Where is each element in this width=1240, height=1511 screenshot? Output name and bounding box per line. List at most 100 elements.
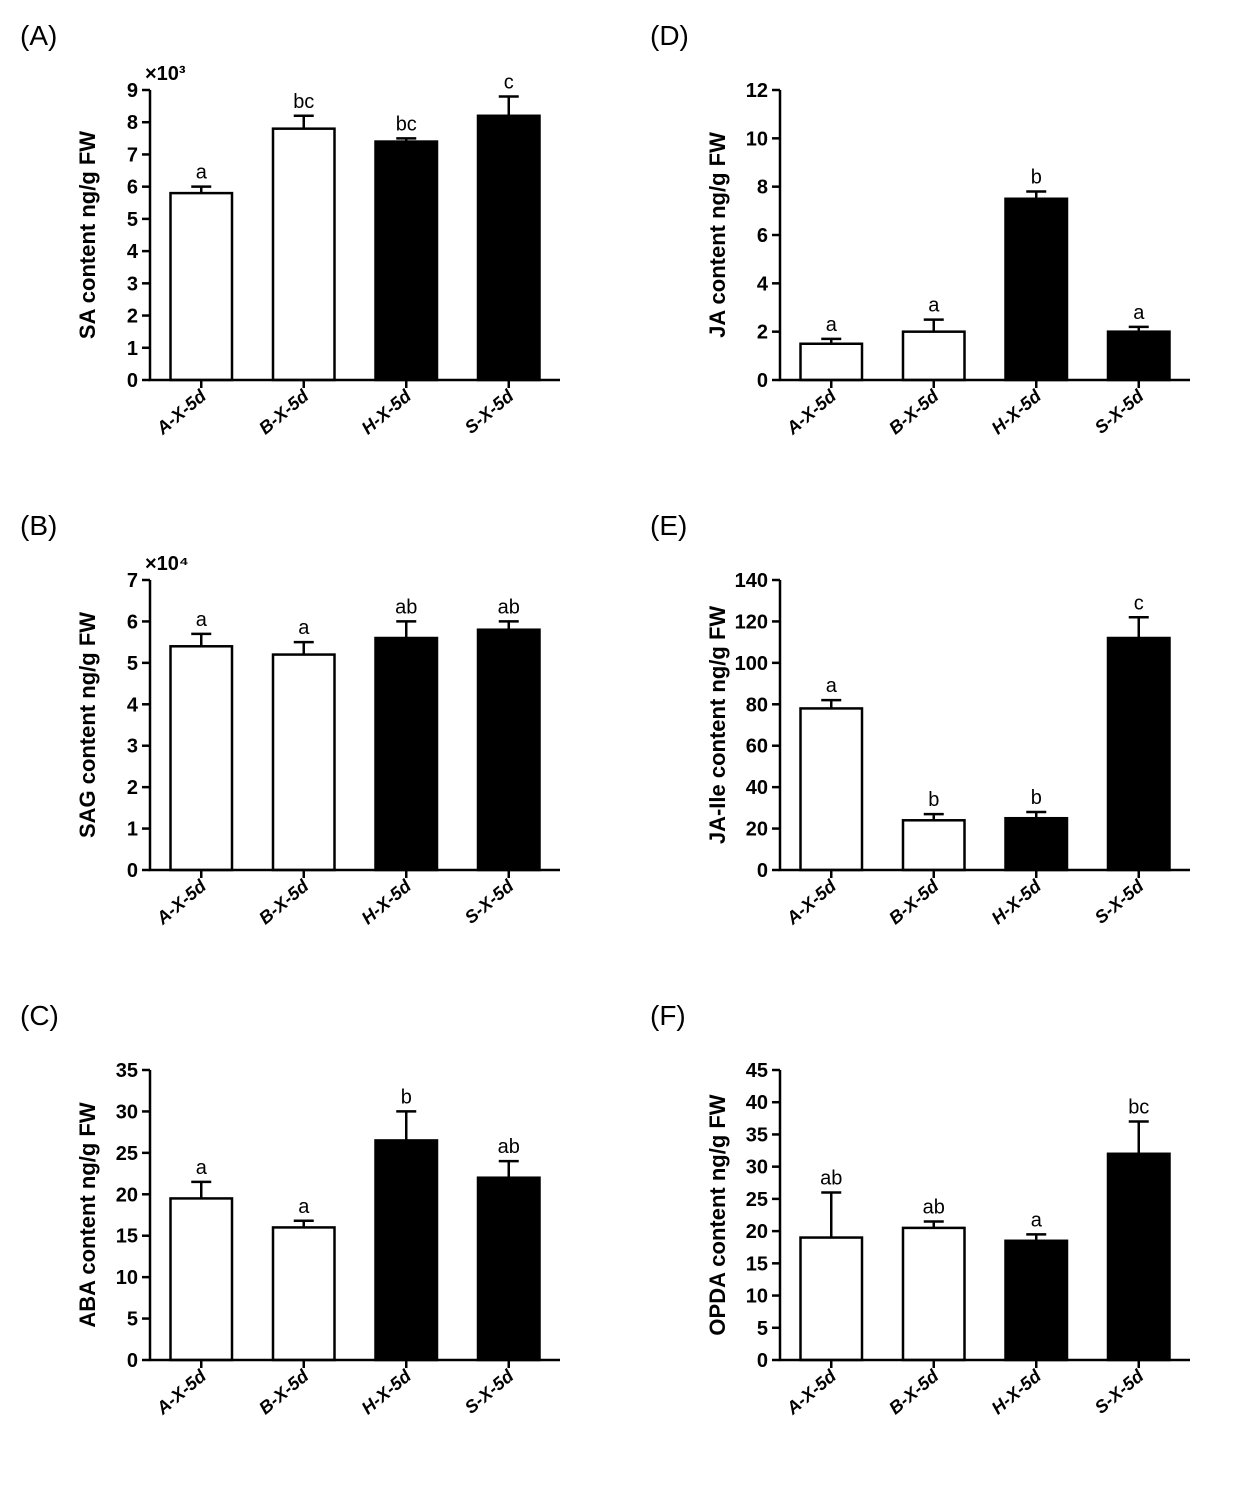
x-tick-label: S-X-5d (461, 385, 518, 438)
x-tick-label: B-X-5d (885, 1365, 943, 1418)
x-tick-label: A-X-5d (152, 875, 211, 929)
y-tick-label: 45 (746, 1060, 768, 1082)
y-tick-label: 40 (746, 1092, 768, 1114)
x-tick-label: H-X-5d (988, 385, 1046, 438)
bar (171, 646, 233, 870)
x-tick-label: B-X-5d (255, 875, 313, 928)
bar (376, 142, 438, 380)
x-tick-label: H-X-5d (358, 385, 416, 438)
bar (478, 1178, 540, 1360)
scale-multiplier: ×10³ (145, 63, 186, 85)
y-tick-label: 8 (127, 112, 138, 134)
x-tick-label: A-X-5d (152, 1365, 211, 1419)
significance-letter: c (1134, 592, 1144, 614)
y-tick-label: 25 (746, 1189, 768, 1211)
y-tick-label: 120 (735, 611, 768, 633)
significance-letter: bc (293, 91, 314, 113)
bar-chart-F: 051015202530354045abA-X-5dabB-X-5daH-X-5… (700, 1040, 1200, 1450)
y-tick-label: 0 (757, 860, 768, 882)
y-tick-label: 0 (757, 1350, 768, 1372)
x-tick-label: B-X-5d (255, 385, 313, 438)
y-tick-label: 100 (735, 653, 768, 675)
y-tick-label: 5 (127, 1309, 138, 1331)
bar (171, 193, 233, 380)
significance-letter: c (504, 71, 514, 93)
y-tick-label: 8 (757, 177, 768, 199)
significance-letter: a (1031, 1209, 1043, 1231)
y-tick-label: 40 (746, 777, 768, 799)
significance-letter: ab (820, 1167, 842, 1189)
y-tick-label: 5 (127, 209, 138, 231)
y-tick-label: 0 (757, 370, 768, 392)
y-tick-label: 35 (746, 1124, 768, 1146)
y-tick-label: 1 (127, 338, 138, 360)
bar (903, 820, 965, 870)
y-tick-label: 6 (757, 225, 768, 247)
x-tick-label: H-X-5d (358, 1365, 416, 1418)
significance-letter: ab (923, 1196, 945, 1218)
bar (1108, 1154, 1170, 1360)
bar (903, 1228, 965, 1360)
y-tick-label: 20 (746, 1221, 768, 1243)
significance-letter: bc (1128, 1097, 1149, 1119)
y-axis-label: OPDA content ng/g FW (705, 1094, 730, 1335)
x-tick-label: B-X-5d (885, 385, 943, 438)
x-tick-label: A-X-5d (152, 385, 211, 439)
bar (171, 1198, 233, 1360)
bar (273, 129, 335, 380)
y-tick-label: 25 (116, 1143, 138, 1165)
y-tick-label: 140 (735, 570, 768, 592)
significance-letter: a (1133, 302, 1145, 324)
y-tick-label: 7 (127, 570, 138, 592)
significance-letter: a (298, 1196, 310, 1218)
y-axis-label: ABA content ng/g FW (75, 1102, 100, 1327)
bar-chart-D: 024681012aA-X-5daB-X-5dbH-X-5daS-X-5dJA … (700, 60, 1200, 470)
x-tick-label: A-X-5d (782, 875, 841, 929)
y-tick-label: 9 (127, 80, 138, 102)
x-tick-label: H-X-5d (988, 1365, 1046, 1418)
y-tick-label: 10 (746, 1286, 768, 1308)
panel-label: (A) (20, 20, 57, 52)
x-tick-label: H-X-5d (988, 875, 1046, 928)
significance-letter: a (298, 617, 310, 639)
x-tick-label: S-X-5d (1091, 875, 1148, 928)
y-tick-label: 1 (127, 819, 138, 841)
panel-label: (B) (20, 510, 57, 542)
y-tick-label: 35 (116, 1060, 138, 1082)
x-tick-label: B-X-5d (255, 1365, 313, 1418)
significance-letter: ab (395, 596, 417, 618)
bar (801, 344, 863, 380)
y-tick-label: 2 (127, 306, 138, 328)
y-tick-label: 4 (127, 241, 139, 263)
figure-grid: (A)0123456789aA-X-5dbcB-X-5dbcH-X-5dcS-X… (20, 20, 1220, 1460)
x-tick-label: A-X-5d (782, 1365, 841, 1419)
y-tick-label: 15 (116, 1226, 138, 1248)
y-axis-label: SA content ng/g FW (75, 131, 100, 339)
y-tick-label: 10 (116, 1267, 138, 1289)
significance-letter: bc (396, 113, 417, 135)
y-tick-label: 20 (746, 819, 768, 841)
bar (478, 630, 540, 870)
significance-letter: b (928, 789, 939, 811)
bar (1006, 1241, 1068, 1360)
bar (376, 638, 438, 870)
x-tick-label: S-X-5d (1091, 385, 1148, 438)
y-tick-label: 2 (757, 322, 768, 344)
bar (903, 332, 965, 380)
panel-C: (C)05101520253035aA-X-5daB-X-5dbH-X-5dab… (20, 1000, 590, 1460)
y-tick-label: 7 (127, 144, 138, 166)
panel-label: (E) (650, 510, 687, 542)
bar (1108, 332, 1170, 380)
y-tick-label: 0 (127, 1350, 138, 1372)
significance-letter: a (196, 1157, 208, 1179)
panel-B: (B)01234567aA-X-5daB-X-5dabH-X-5dabS-X-5… (20, 510, 590, 970)
panel-F: (F)051015202530354045abA-X-5dabB-X-5daH-… (650, 1000, 1220, 1460)
panel-E: (E)020406080100120140aA-X-5dbB-X-5dbH-X-… (650, 510, 1220, 970)
y-tick-label: 2 (127, 777, 138, 799)
panel-label: (C) (20, 1000, 59, 1032)
y-tick-label: 3 (127, 736, 138, 758)
bar (273, 1227, 335, 1360)
bar (1006, 199, 1068, 380)
y-tick-label: 3 (127, 273, 138, 295)
bar (376, 1140, 438, 1360)
